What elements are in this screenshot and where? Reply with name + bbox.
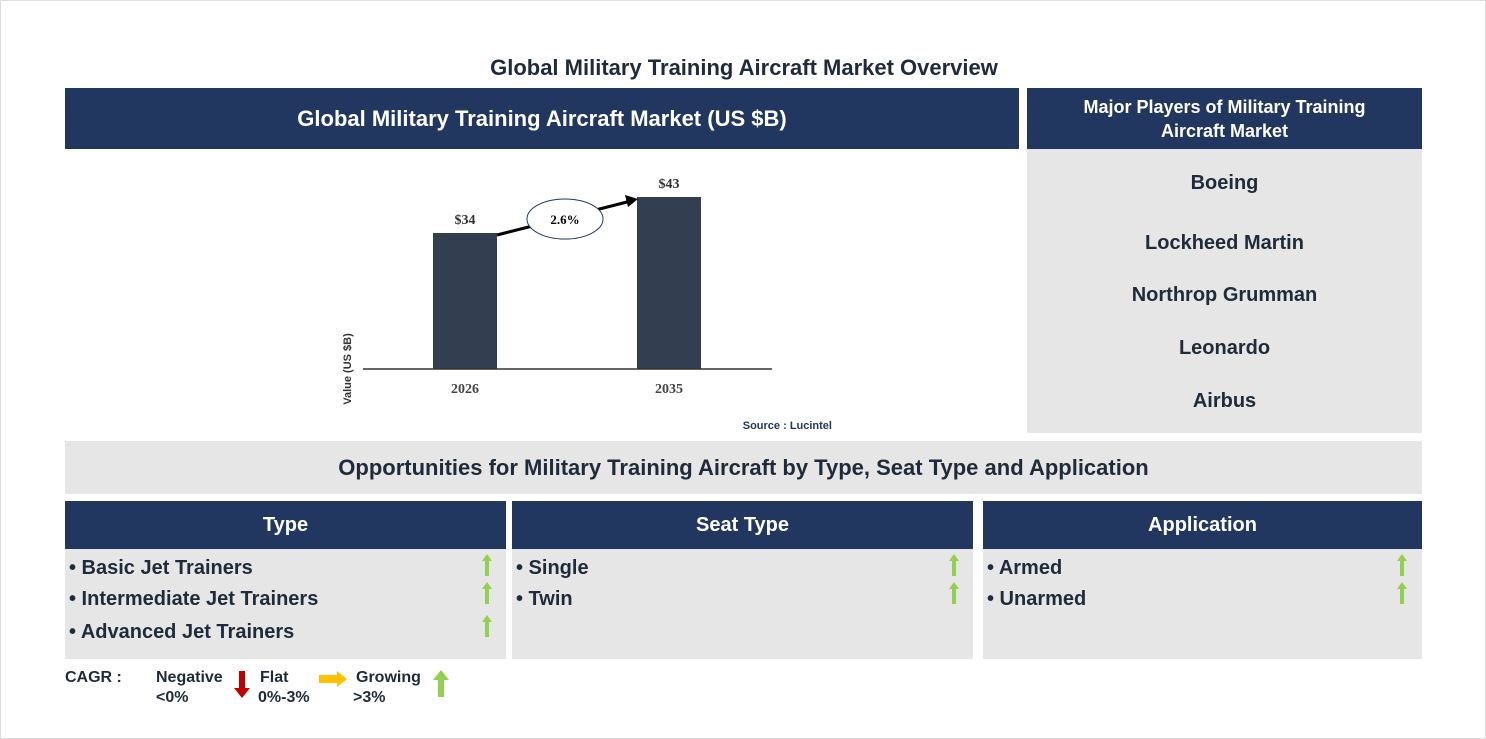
data-label: $34 (455, 213, 476, 228)
legend-flat: Flat (260, 669, 289, 686)
bar-2035 (637, 197, 701, 369)
type-panel: • Basic Jet Trainers • Intermediate Jet … (65, 549, 506, 659)
source-label: Source : Lucintel (743, 420, 832, 432)
list-item: • Single (516, 557, 589, 579)
x-tick-label: 2026 (451, 382, 479, 397)
list-item: • Basic Jet Trainers (69, 557, 253, 579)
legend-negative-range: <0% (156, 689, 189, 706)
list-item: • Intermediate Jet Trainers (69, 588, 319, 610)
seat-type-header: Seat Type (512, 501, 973, 549)
legend-label: CAGR : (65, 669, 122, 686)
growing-arrow-icon (1397, 582, 1407, 604)
data-label: $43 (659, 177, 680, 192)
players-panel: Boeing Lockheed Martin Northrop Grumman … (1027, 149, 1422, 433)
y-axis-label: Value (US $B) (342, 333, 354, 405)
legend-negative: Negative (156, 669, 223, 686)
x-tick-label: 2035 (655, 382, 683, 397)
legend-growing-range: >3% (353, 689, 386, 706)
application-panel: • Armed • Unarmed (983, 549, 1422, 659)
seat-type-panel: • Single • Twin (512, 549, 973, 659)
application-header: Application (983, 501, 1422, 549)
cagr-bubble (526, 198, 604, 240)
legend-growing: Growing (356, 669, 421, 686)
legend-flat-range: 0%-3% (258, 689, 310, 706)
player-northrop-grumman: Northrop Grumman (1131, 284, 1318, 306)
list-item: • Unarmed (987, 588, 1087, 610)
list-item: • Twin (516, 588, 573, 610)
growing-arrow-icon (949, 582, 959, 604)
bar-2026 (433, 233, 497, 369)
list-item: • Advanced Jet Trainers (69, 621, 295, 643)
chart-header: Global Military Training Aircraft Market… (65, 88, 1019, 149)
list-item: • Armed (987, 557, 1063, 579)
player-boeing: Boeing (1190, 172, 1259, 194)
market-chart: Value (US $B) $34 2026 $43 2035 2.6% Source… (342, 177, 832, 432)
cagr-arrowhead (625, 195, 638, 207)
growing-arrow-icon (949, 554, 959, 576)
player-leonardo: Leonardo (1178, 337, 1271, 359)
player-lockheed-martin: Lockheed Martin (1145, 232, 1304, 254)
growing-arrow-icon (482, 582, 492, 604)
growing-arrow-icon (482, 554, 492, 576)
growing-arrow-icon (1397, 554, 1407, 576)
growing-arrow-icon (433, 670, 449, 697)
players-header: Major Players of Military Training Aircr… (1027, 88, 1422, 149)
flat-arrow-icon (319, 671, 347, 687)
page-title: Global Military Training Aircraft Market… (490, 55, 998, 80)
type-header: Type (65, 501, 506, 549)
cagr-label: 2.6% (550, 212, 579, 227)
player-airbus: Airbus (1192, 390, 1257, 412)
growing-arrow-icon (482, 615, 492, 637)
opportunities-header: Opportunities for Military Training Airc… (65, 441, 1422, 494)
negative-arrow-icon (234, 671, 250, 698)
